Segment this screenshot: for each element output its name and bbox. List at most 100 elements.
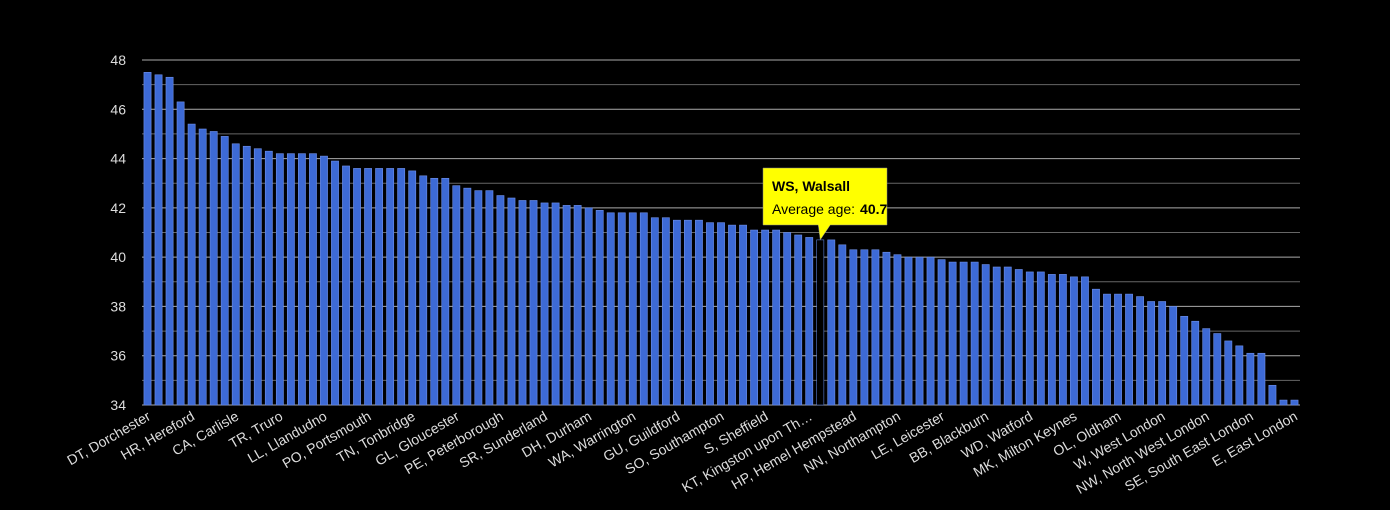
tooltip-box	[762, 167, 888, 241]
bar	[496, 195, 505, 406]
bar	[331, 160, 339, 406]
bar	[871, 249, 880, 406]
bar	[1279, 399, 1288, 406]
bar	[981, 264, 990, 406]
bar	[1290, 399, 1299, 406]
bar	[562, 205, 571, 406]
bar	[584, 207, 593, 406]
bar	[970, 261, 979, 406]
bar	[1235, 345, 1244, 406]
bar	[772, 229, 781, 406]
bar	[1114, 293, 1122, 406]
bar	[1058, 274, 1067, 406]
bar	[639, 212, 648, 406]
bar	[573, 205, 582, 406]
bar	[882, 251, 891, 406]
bar	[739, 224, 747, 406]
bar	[176, 101, 185, 406]
bar	[1070, 276, 1078, 406]
bar	[650, 217, 659, 406]
bar	[342, 165, 350, 406]
bar	[1014, 269, 1023, 406]
bar	[551, 202, 560, 406]
bar	[320, 155, 328, 406]
bar	[904, 256, 913, 406]
bar	[386, 168, 395, 406]
bar	[485, 190, 494, 406]
bar	[309, 153, 317, 406]
bar	[209, 131, 218, 406]
bar	[805, 237, 814, 406]
y-tick-label: 44	[110, 151, 126, 167]
tooltip-title: WS, Walsall	[772, 178, 850, 194]
bar	[529, 200, 538, 406]
y-tick-label: 46	[110, 101, 126, 117]
bar	[794, 234, 803, 406]
bar	[827, 239, 836, 406]
bar	[1158, 301, 1167, 406]
bar	[1147, 301, 1156, 406]
bar	[595, 210, 604, 406]
bar	[1103, 293, 1111, 406]
bar	[264, 150, 273, 406]
bar	[728, 224, 736, 406]
y-tick-label: 42	[110, 200, 126, 216]
bar	[220, 136, 229, 406]
bar	[1047, 274, 1056, 406]
tooltip-value: 40.7	[860, 201, 887, 217]
bar	[992, 266, 1001, 406]
bar	[1136, 296, 1144, 406]
tooltip-text: Average age: 40.7	[772, 201, 887, 217]
bar	[1202, 328, 1211, 406]
bar	[231, 143, 240, 406]
bar	[430, 177, 439, 406]
bar	[1268, 384, 1277, 406]
y-tick-label: 40	[110, 249, 126, 265]
bar	[1213, 333, 1222, 406]
bar	[1169, 306, 1178, 406]
y-tick-label: 38	[110, 298, 126, 314]
bar	[375, 168, 384, 406]
bar	[364, 168, 372, 406]
bar	[419, 175, 428, 406]
bar	[253, 148, 262, 406]
bar	[452, 185, 461, 406]
bar	[695, 219, 703, 406]
bar	[463, 187, 472, 406]
bar	[761, 229, 770, 406]
bar	[1003, 266, 1012, 406]
bar	[1257, 352, 1266, 406]
y-tick-label: 36	[110, 348, 126, 364]
bar	[507, 197, 516, 406]
bar	[154, 74, 163, 406]
y-tick-label: 48	[110, 52, 126, 68]
bar	[1224, 340, 1233, 406]
bar	[816, 239, 825, 406]
bar	[518, 200, 527, 406]
tooltip: WS, Walsall Average age: 40.7	[762, 167, 888, 241]
bar	[783, 232, 792, 406]
bar	[353, 168, 361, 406]
bar	[1092, 288, 1100, 406]
bar	[661, 217, 670, 406]
bar	[275, 153, 284, 406]
bar	[1125, 293, 1133, 406]
bar	[606, 212, 615, 406]
bar	[1081, 276, 1089, 406]
bar	[1246, 352, 1255, 406]
bar	[948, 261, 957, 406]
bar	[717, 222, 725, 406]
bar	[937, 259, 946, 406]
bar	[242, 145, 251, 406]
bar	[893, 254, 902, 406]
bar	[750, 229, 758, 406]
bar	[838, 244, 847, 406]
bar	[617, 212, 626, 406]
tooltip-label: Average age:	[772, 201, 855, 217]
bar	[1180, 315, 1189, 406]
bar	[706, 222, 714, 406]
bar	[1036, 271, 1045, 406]
bar	[1025, 271, 1034, 406]
bar	[540, 202, 549, 406]
